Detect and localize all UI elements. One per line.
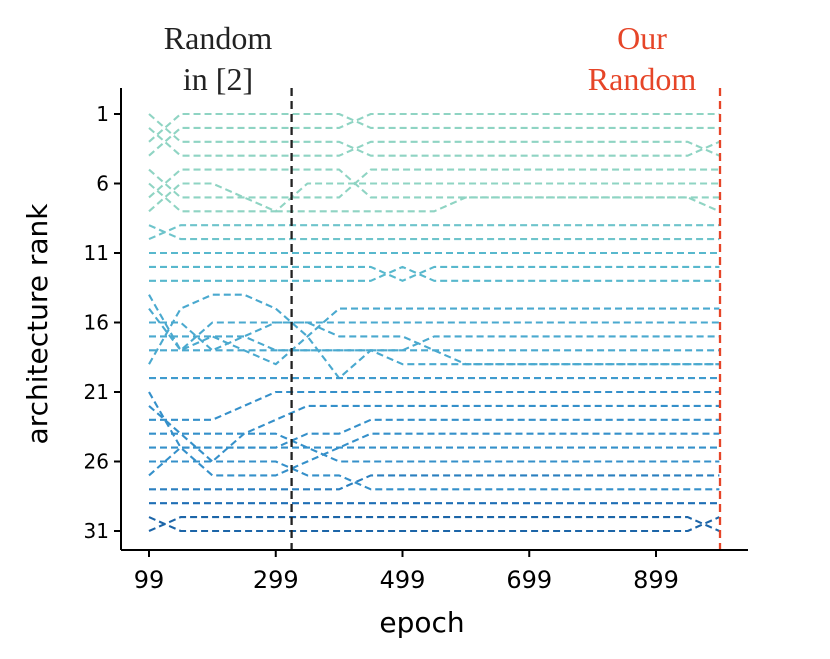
series-line-arch-18 xyxy=(149,321,720,366)
x-tick-label: 499 xyxy=(380,566,426,594)
series-line-arch-23 xyxy=(149,432,720,463)
series-line-arch-28 xyxy=(149,474,720,491)
series-line-arch-26 xyxy=(148,418,720,477)
series-line-arch-4 xyxy=(148,112,720,157)
series-line-arch-21 xyxy=(148,405,720,491)
series-line-arch-1 xyxy=(148,113,720,157)
series-line-arch-2 xyxy=(148,127,720,157)
series-line-arch-10 xyxy=(148,224,720,241)
series-line-arch-9 xyxy=(148,224,720,241)
y-tick-label: 21 xyxy=(84,380,109,404)
series-line-arch-31 xyxy=(148,516,720,532)
series-line-arch-13 xyxy=(149,265,720,282)
vline-label-random-in-2-1: Random xyxy=(164,20,273,56)
x-axis-label: epoch xyxy=(379,606,464,639)
series-line-arch-16 xyxy=(149,321,720,352)
x-ticks: 99 299 499 699 899 xyxy=(134,550,679,594)
series-line-arch-14 xyxy=(148,294,720,366)
series-line-arch-7 xyxy=(148,168,720,213)
vline-label-random-in-2-2: in [2] xyxy=(183,61,253,97)
vline-label-our-random-1: Our xyxy=(617,20,667,56)
series-line-arch-17 xyxy=(149,335,720,352)
y-tick-label: 16 xyxy=(84,311,109,335)
series-line-arch-6 xyxy=(148,182,720,213)
x-tick-label: 899 xyxy=(633,566,679,594)
x-tick-label: 299 xyxy=(253,566,299,594)
series-line-arch-25 xyxy=(149,404,720,463)
y-tick-label: 31 xyxy=(84,519,109,543)
series-line-arch-30 xyxy=(148,516,720,533)
series-line-arch-15 xyxy=(148,307,720,352)
series-line-arch-5 xyxy=(148,168,720,199)
y-tick-label: 11 xyxy=(84,241,109,265)
x-tick-label: 699 xyxy=(506,566,552,594)
y-tick-label: 6 xyxy=(96,172,109,196)
series-line-arch-8 xyxy=(148,182,720,213)
series-line-arch-27 xyxy=(148,391,720,477)
series-line-arch-12 xyxy=(149,265,720,282)
series-line-arch-19 xyxy=(148,293,720,380)
x-tick-label: 99 xyxy=(134,566,165,594)
vline-labels: Random in [2] Our Random xyxy=(164,20,697,97)
series-line-arch-3 xyxy=(148,112,720,143)
series-line-arch-22 xyxy=(149,390,720,421)
y-tick-label: 1 xyxy=(96,102,109,126)
vline-layer xyxy=(290,88,722,550)
y-axis-label: architecture rank xyxy=(21,203,54,445)
vline-label-our-random-2: Random xyxy=(588,61,697,97)
y-tick-label: 26 xyxy=(84,450,109,474)
series-layer xyxy=(148,112,720,533)
